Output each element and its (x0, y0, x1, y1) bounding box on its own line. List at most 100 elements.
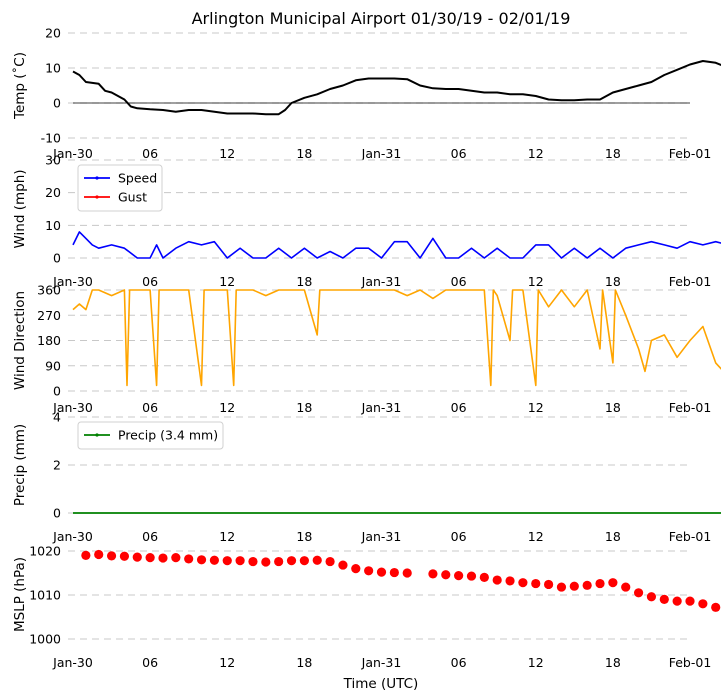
y-axis-label: Temp (˚C) (11, 52, 28, 120)
data-point (338, 560, 348, 570)
x-tick-label: 18 (296, 146, 312, 161)
y-tick-label: 180 (37, 333, 61, 348)
panel-wind-direction: 0 90 180 270 360 Jan-30 06 12 18 Jan-31 06 12 18 Feb-… (12, 283, 721, 415)
data-point (261, 557, 271, 567)
data-point (325, 556, 335, 567)
x-tick-label: 12 (528, 274, 544, 289)
legend-marker (95, 195, 99, 199)
x-tick-label: 06 (451, 400, 467, 415)
data-point (286, 556, 297, 566)
x-tick-label: 12 (219, 400, 235, 415)
data-point (81, 550, 91, 561)
y-tick-label: 1010 (29, 588, 61, 603)
x-tick-label: 12 (219, 274, 235, 289)
x-tick-label: Feb-01 (669, 529, 712, 544)
y-tick-label: 30 (45, 153, 61, 168)
data-point (518, 578, 528, 588)
y-tick-label: 2 (53, 458, 61, 473)
y-tick-label: 10 (45, 218, 61, 233)
x-tick-label: 18 (605, 146, 621, 161)
data-point (132, 552, 142, 562)
y-axis-label: Wind Direction (12, 291, 28, 390)
data-point (479, 572, 489, 583)
y-tick-label: 20 (45, 185, 61, 200)
legend: Precip (3.4 mm) (77, 421, 224, 450)
panel-precip: 024Jan-30061218Jan-31061218Feb-01061218F… (12, 410, 721, 544)
x-tick-label: 06 (142, 146, 158, 161)
data-point (505, 576, 515, 586)
data-point (608, 578, 618, 588)
x-tick-label: 12 (219, 655, 235, 670)
x-tick-label: Feb-01 (669, 274, 712, 289)
data-point (556, 582, 567, 592)
x-tick-label: 06 (142, 400, 158, 415)
x-tick-label: Feb-01 (669, 400, 712, 415)
legend-box (77, 421, 224, 450)
data-point (569, 581, 579, 591)
data-point (274, 556, 284, 567)
series-line (72, 60, 721, 116)
y-tick-label: 4 (53, 410, 61, 425)
x-tick-label: Feb-01 (669, 655, 712, 670)
data-point (106, 551, 117, 561)
data-point (158, 553, 168, 563)
x-tick-label: Jan-31 (361, 400, 402, 415)
x-tick-label: 18 (605, 400, 621, 415)
x-tick-label: 18 (605, 274, 621, 289)
x-tick-label: 06 (142, 529, 158, 544)
x-tick-label: 06 (451, 146, 467, 161)
y-tick-label: 0 (53, 506, 61, 521)
data-point (698, 599, 708, 609)
x-tick-label: Jan-30 (52, 274, 93, 289)
y-tick-label: 270 (37, 308, 61, 323)
y-tick-label: 0 (53, 96, 61, 111)
data-point (582, 580, 592, 590)
x-tick-label: 06 (451, 274, 467, 289)
x-tick-label: 06 (451, 655, 467, 670)
x-tick-label: 18 (296, 400, 312, 415)
series-line (72, 289, 721, 387)
x-tick-label: Jan-30 (52, 655, 93, 670)
data-point (595, 578, 605, 589)
data-point (531, 578, 541, 589)
x-tick-label: 12 (528, 400, 544, 415)
x-tick-label: 18 (605, 655, 621, 670)
y-tick-label: 90 (45, 358, 61, 373)
x-tick-label: Jan-31 (361, 146, 402, 161)
data-point (248, 556, 258, 567)
y-axis-label: Wind (mph) (12, 169, 28, 248)
y-tick-label: 0 (53, 251, 61, 266)
series-line (73, 512, 721, 514)
x-tick-label: Jan-31 (361, 529, 402, 544)
data-point (633, 588, 644, 598)
x-tick-label: Feb-01 (669, 146, 712, 161)
data-point (466, 571, 477, 581)
chart-title: Arlington Municipal Airport 01/30/19 - 0… (192, 9, 571, 28)
data-point (428, 569, 438, 579)
legend-box (77, 164, 163, 212)
panel-mslp: 1000 1010 1020 Jan-30 06 12 18 Jan-31 06 12 18 Feb-… (12, 544, 721, 692)
data-point (659, 594, 669, 605)
y-tick-label: 1020 (29, 544, 61, 559)
x-tick-label: 12 (528, 655, 544, 670)
y-axis-label: Precip (mm) (12, 424, 28, 506)
x-tick-label: 06 (451, 529, 467, 544)
x-tick-label: Jan-31 (361, 655, 402, 670)
x-tick-label: 18 (605, 529, 621, 544)
legend-label: Speed (118, 171, 157, 186)
data-point (711, 602, 721, 612)
data-point (492, 575, 502, 585)
legend: Speed Gust (77, 164, 163, 212)
y-tick-label: 20 (45, 26, 61, 41)
data-point (454, 571, 464, 581)
x-tick-label: 12 (219, 146, 235, 161)
y-tick-label: -10 (41, 131, 61, 146)
data-point (351, 564, 361, 574)
x-tick-label: Jan-30 (52, 146, 93, 161)
data-point (196, 555, 207, 565)
data-point (389, 567, 399, 578)
data-point (441, 570, 451, 580)
data-point (646, 592, 657, 602)
x-tick-label: 12 (528, 529, 544, 544)
data-point (94, 549, 104, 560)
